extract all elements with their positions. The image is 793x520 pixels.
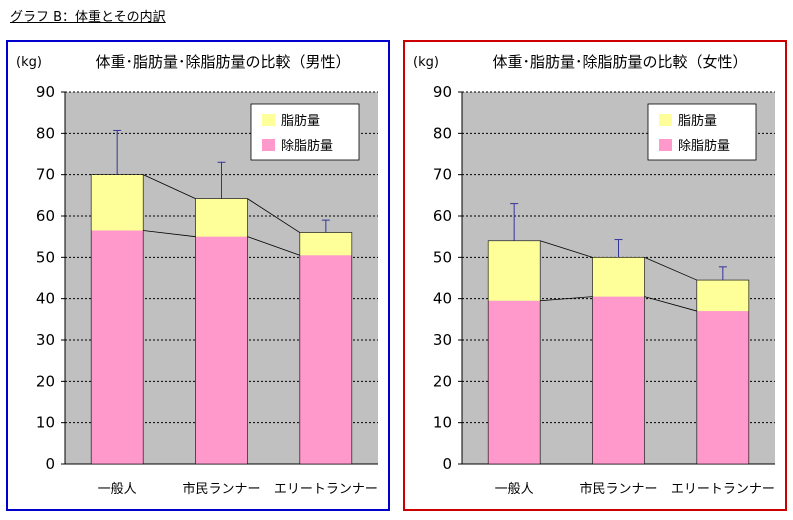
y-tick-label: 50 bbox=[36, 248, 55, 266]
y-tick-label: 90 bbox=[433, 83, 452, 101]
legend-label: 脂肪量 bbox=[678, 113, 717, 129]
series-line-total bbox=[143, 174, 196, 200]
x-category-label: エリートランナー bbox=[274, 482, 378, 497]
y-tick-label: 40 bbox=[36, 290, 55, 308]
x-category-label: エリートランナー bbox=[671, 482, 775, 497]
bar-lean-mass bbox=[696, 311, 749, 464]
chart-title: 体重･脂肪量･除脂肪量の比較（男性） bbox=[95, 53, 350, 71]
y-tick-label: 60 bbox=[36, 207, 55, 225]
y-tick-label: 70 bbox=[433, 166, 452, 184]
bar-fat-mass bbox=[91, 174, 144, 231]
bar-lean-mass bbox=[91, 230, 144, 464]
male-chart: 体重･脂肪量･除脂肪量の比較（男性） (kg) 0 10 20 30 40 50 60 70 80 9… bbox=[16, 53, 378, 497]
bar-lean-mass bbox=[488, 300, 541, 464]
series-line-lean bbox=[143, 230, 196, 238]
legend-swatch-fat bbox=[659, 114, 672, 126]
bar-lean-mass bbox=[592, 296, 645, 464]
y-tick-label: 20 bbox=[433, 372, 452, 390]
female-chart-panel: 体重･脂肪量･除脂肪量の比較（女性） (kg) 0 10 20 30 40 50 60 70 80 9… bbox=[403, 40, 787, 511]
series-line-total bbox=[247, 198, 301, 233]
series-line-lean bbox=[540, 296, 593, 302]
x-category-label: 市民ランナー bbox=[182, 481, 260, 497]
y-tick-label: 90 bbox=[36, 83, 55, 101]
legend-label: 除脂肪量 bbox=[678, 138, 730, 154]
y-tick-label: 0 bbox=[45, 455, 55, 473]
female-chart: 体重･脂肪量･除脂肪量の比較（女性） (kg) 0 10 20 30 40 50 60 70 80 9… bbox=[413, 53, 775, 497]
legend-swatch-lean bbox=[262, 139, 275, 151]
y-tick-label: 20 bbox=[36, 372, 55, 390]
bar-fat-mass bbox=[592, 257, 645, 297]
y-tick-label: 0 bbox=[442, 455, 452, 473]
y-tick-label: 10 bbox=[433, 414, 452, 432]
x-category-label: 市民ランナー bbox=[579, 481, 657, 497]
x-category-label: 一般人 bbox=[495, 481, 534, 497]
bar-fat-mass bbox=[299, 232, 352, 256]
bar-fat-mass bbox=[488, 240, 541, 301]
unit-label: (kg) bbox=[16, 55, 42, 70]
male-chart-panel: 体重･脂肪量･除脂肪量の比較（男性） (kg) 0 10 20 30 40 50 60 70 80 9… bbox=[6, 40, 390, 511]
legend-swatch-fat bbox=[262, 114, 275, 126]
series-line-total bbox=[540, 240, 593, 258]
legend-label: 除脂肪量 bbox=[281, 138, 333, 154]
series-line-lean bbox=[247, 236, 300, 256]
y-tick-label: 50 bbox=[433, 248, 452, 266]
y-tick-label: 80 bbox=[433, 124, 452, 142]
chart-title: 体重･脂肪量･除脂肪量の比較（女性） bbox=[492, 53, 747, 71]
y-tick-label: 40 bbox=[433, 290, 452, 308]
legend-swatch-lean bbox=[659, 139, 672, 151]
series-line-total bbox=[644, 256, 697, 281]
y-tick-label: 30 bbox=[433, 331, 452, 349]
y-tick-label: 80 bbox=[36, 124, 55, 142]
bar-lean-mass bbox=[195, 236, 248, 464]
legend-label: 脂肪量 bbox=[281, 113, 320, 129]
series-line-lean bbox=[644, 296, 697, 312]
y-tick-label: 10 bbox=[36, 414, 55, 432]
x-category-label: 一般人 bbox=[98, 481, 137, 497]
y-tick-label: 30 bbox=[36, 331, 55, 349]
y-tick-label: 70 bbox=[36, 166, 55, 184]
y-tick-label: 60 bbox=[433, 207, 452, 225]
bar-fat-mass bbox=[696, 280, 749, 312]
unit-label: (kg) bbox=[413, 55, 439, 70]
figure-caption: グラフ B：体重とその内訳 bbox=[10, 10, 166, 25]
bar-fat-mass bbox=[195, 198, 248, 237]
bar-lean-mass bbox=[299, 255, 352, 464]
